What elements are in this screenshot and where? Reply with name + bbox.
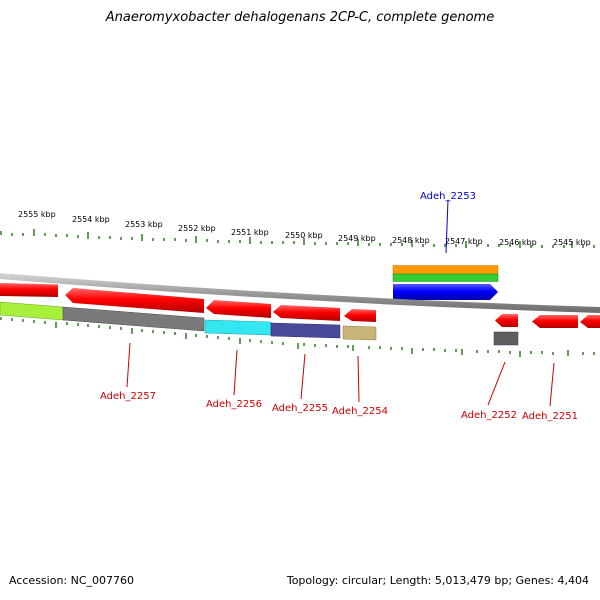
gene-adeh-2252-arrow[interactable] [495,314,518,327]
scale-label-2553: 2553 kbp [125,220,163,229]
lower-ruler-ticks [0,317,595,357]
gene-label-adeh-2257[interactable]: Adeh_2257 [100,391,156,402]
lower-scale-ruler [0,317,595,357]
gene-adeh-2250-arrow[interactable] [580,315,600,328]
gene-adeh-2258-arrow[interactable] [0,283,58,297]
callout-line-2255 [300,353,306,400]
genome-backbone [0,273,600,313]
feature-bar-slateblue [270,322,341,339]
upper-scale-ruler: 2555 kbp 2554 kbp 2553 kbp 2552 kbp 2551… [0,210,595,248]
gene-adeh-2255-arrow[interactable] [273,305,340,321]
callout-line-2254 [357,355,360,403]
gene-label-adeh-2253[interactable]: Adeh_2253 [420,191,476,202]
gene-label-adeh-2256[interactable]: Adeh_2256 [206,399,262,410]
accession-text: Accession: NC_007760 [9,574,135,587]
gene-feature-green [392,273,499,282]
gene-adeh-2256-arrow[interactable] [206,300,271,318]
scale-label-2547: 2547 kbp [445,237,483,246]
gene-label-adeh-2255[interactable]: Adeh_2255 [272,403,328,414]
callout-line-2257 [126,342,131,388]
gene-label-adeh-2252[interactable]: Adeh_2252 [461,410,517,421]
gene-adeh-2251-arrow[interactable] [532,315,578,328]
callout-line-2253 [445,199,449,254]
feature-bar-gray [62,306,205,332]
scale-label-2546: 2546 kbp [499,238,537,247]
feature-bar-yellowgreen [0,301,64,321]
gene-label-adeh-2254[interactable]: Adeh_2254 [332,406,388,417]
gene-callouts: Adeh_2253 Adeh_2257 Adeh_2256 Adeh_2255 … [100,191,578,422]
upper-ruler-ticks [0,229,595,248]
scale-label-2550: 2550 kbp [285,231,323,240]
scale-label-2555: 2555 kbp [18,210,56,219]
feature-bar-darkgray [493,331,519,346]
callout-line-2252 [487,361,506,406]
gene-label-adeh-2251[interactable]: Adeh_2251 [522,411,578,422]
scale-label-2551: 2551 kbp [231,228,269,237]
scale-label-2552: 2552 kbp [178,224,216,233]
feature-bar-khaki [342,325,377,341]
gene-adeh-2253-arrow[interactable] [393,284,498,300]
callout-line-2251 [549,362,555,407]
gene-adeh-2254-arrow[interactable] [344,309,376,322]
callout-line-2256 [233,349,238,396]
feature-bar-cyan [204,319,272,336]
scale-label-2548: 2548 kbp [392,236,430,245]
genome-title: Anaeromyxobacter dehalogenans 2CP-C, com… [105,10,495,25]
reverse-feature-track [0,301,519,346]
gene-adeh-2257-arrow[interactable] [65,288,204,313]
scale-label-2554: 2554 kbp [72,215,110,224]
scale-label-2545: 2545 kbp [553,238,591,247]
gene-feature-orange [392,265,499,275]
genome-summary-text: Topology: circular; Length: 5,013,479 bp… [286,574,589,587]
forward-strand-track [392,265,499,300]
scale-label-2549: 2549 kbp [338,234,376,243]
reverse-strand-track [0,283,600,328]
